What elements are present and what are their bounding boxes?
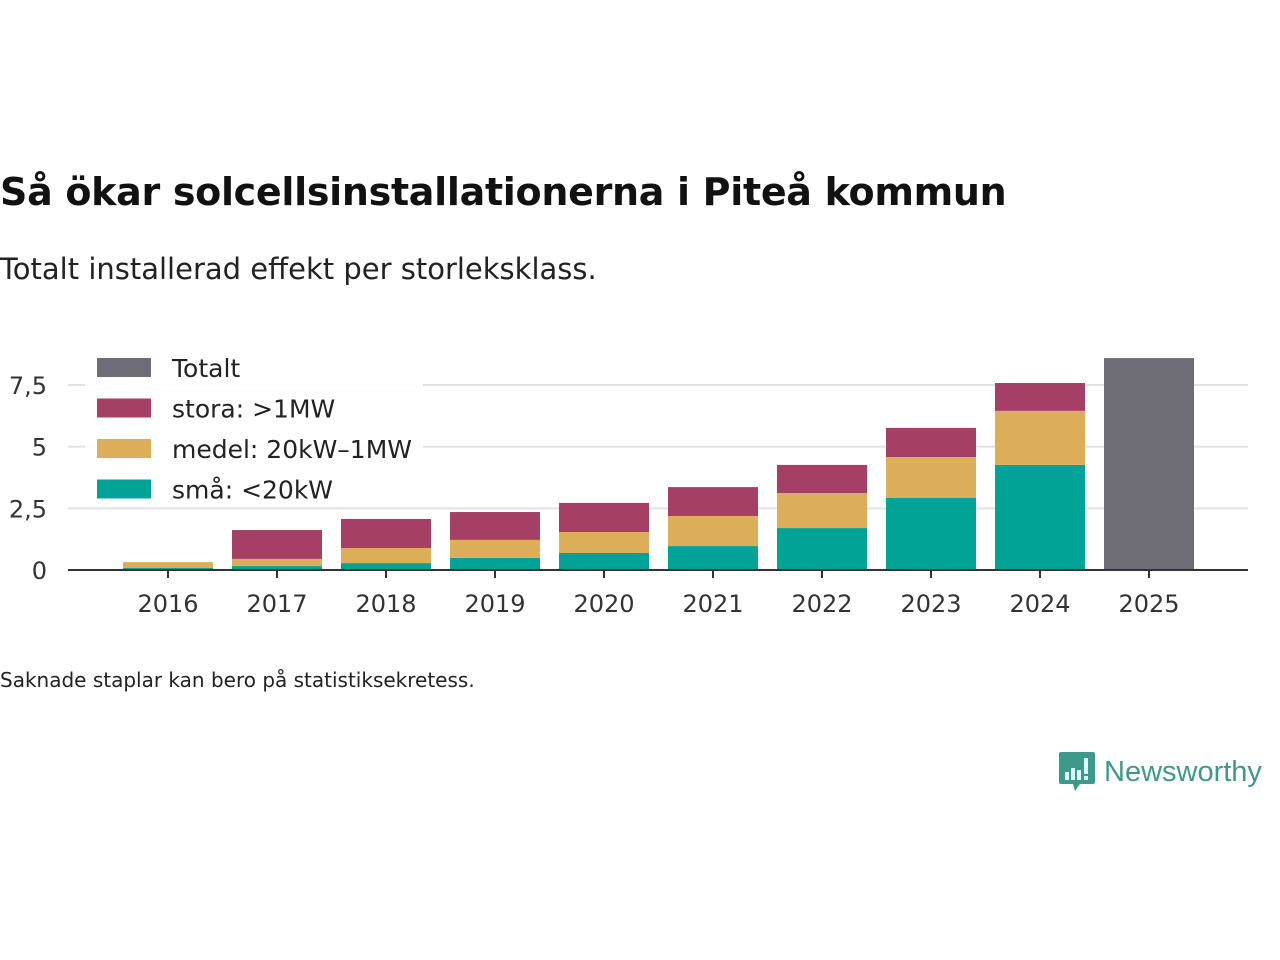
x-tick-label: 2016 <box>137 590 198 618</box>
legend-swatch <box>97 398 151 418</box>
x-tick-label: 2021 <box>682 590 743 618</box>
bar-2017-medel <box>232 558 322 567</box>
bar-2023-stora <box>886 427 976 458</box>
logo-text: Newsworthy <box>1104 755 1262 788</box>
x-tick-label: 2019 <box>464 590 525 618</box>
bar-2020-stora <box>559 502 649 533</box>
x-tick-label: 2024 <box>1009 590 1070 618</box>
bar-2024-stora <box>995 383 1085 411</box>
bar-2023-små <box>886 497 976 570</box>
legend-swatch <box>97 479 151 499</box>
bar-2017-små <box>232 566 322 570</box>
legend-label: Totalt <box>171 354 240 383</box>
legend-label: stora: >1MW <box>172 395 335 424</box>
bar-2022-medel <box>777 493 867 529</box>
bar-2019-stora <box>450 512 540 540</box>
footnote: Saknade staplar kan bero på statistiksek… <box>0 668 475 692</box>
bar-2025-Totalt <box>1104 358 1194 570</box>
x-tick-label: 2023 <box>900 590 961 618</box>
bar-2016-medel <box>123 562 213 569</box>
chart-subtitle: Totalt installerad effekt per storlekskl… <box>0 252 597 286</box>
y-tick-label: 5 <box>32 434 47 462</box>
bar-2020-små <box>559 552 649 570</box>
bar-2017-stora <box>232 530 322 559</box>
bar-2024-små <box>995 464 1085 570</box>
bar-2021-små <box>668 546 758 570</box>
chart-title: Så ökar solcellsinstallationerna i Piteå… <box>0 170 1007 214</box>
x-tick-label: 2018 <box>355 590 416 618</box>
x-tick-label: 2022 <box>791 590 852 618</box>
bar-2021-stora <box>668 487 758 516</box>
bar-2020-medel <box>559 532 649 553</box>
bar-2023-medel <box>886 457 976 498</box>
legend-label: små: <20kW <box>172 476 333 505</box>
legend-label: medel: 20kW–1MW <box>172 435 412 464</box>
bar-2021-medel <box>668 515 758 547</box>
x-tick-label: 2025 <box>1118 590 1179 618</box>
bar-2024-medel <box>995 410 1085 465</box>
bar-2022-stora <box>777 464 867 494</box>
bar-2018-medel <box>341 548 431 564</box>
bar-2019-medel <box>450 539 540 558</box>
bar-2019-små <box>450 557 540 570</box>
x-tick-label: 2017 <box>246 590 307 618</box>
bar-2018-små <box>341 563 431 570</box>
y-tick-label: 2,5 <box>9 495 47 523</box>
newsworthy-logo: Newsworthy <box>1058 750 1262 794</box>
y-tick-label: 0 <box>32 557 47 585</box>
bar-2018-stora <box>341 518 431 549</box>
logo-icon <box>1059 752 1095 791</box>
y-tick-label: 7,5 <box>9 372 47 400</box>
legend-swatch <box>97 358 151 377</box>
x-tick-label: 2020 <box>573 590 634 618</box>
bar-2022-små <box>777 528 867 570</box>
legend-swatch <box>97 439 151 458</box>
